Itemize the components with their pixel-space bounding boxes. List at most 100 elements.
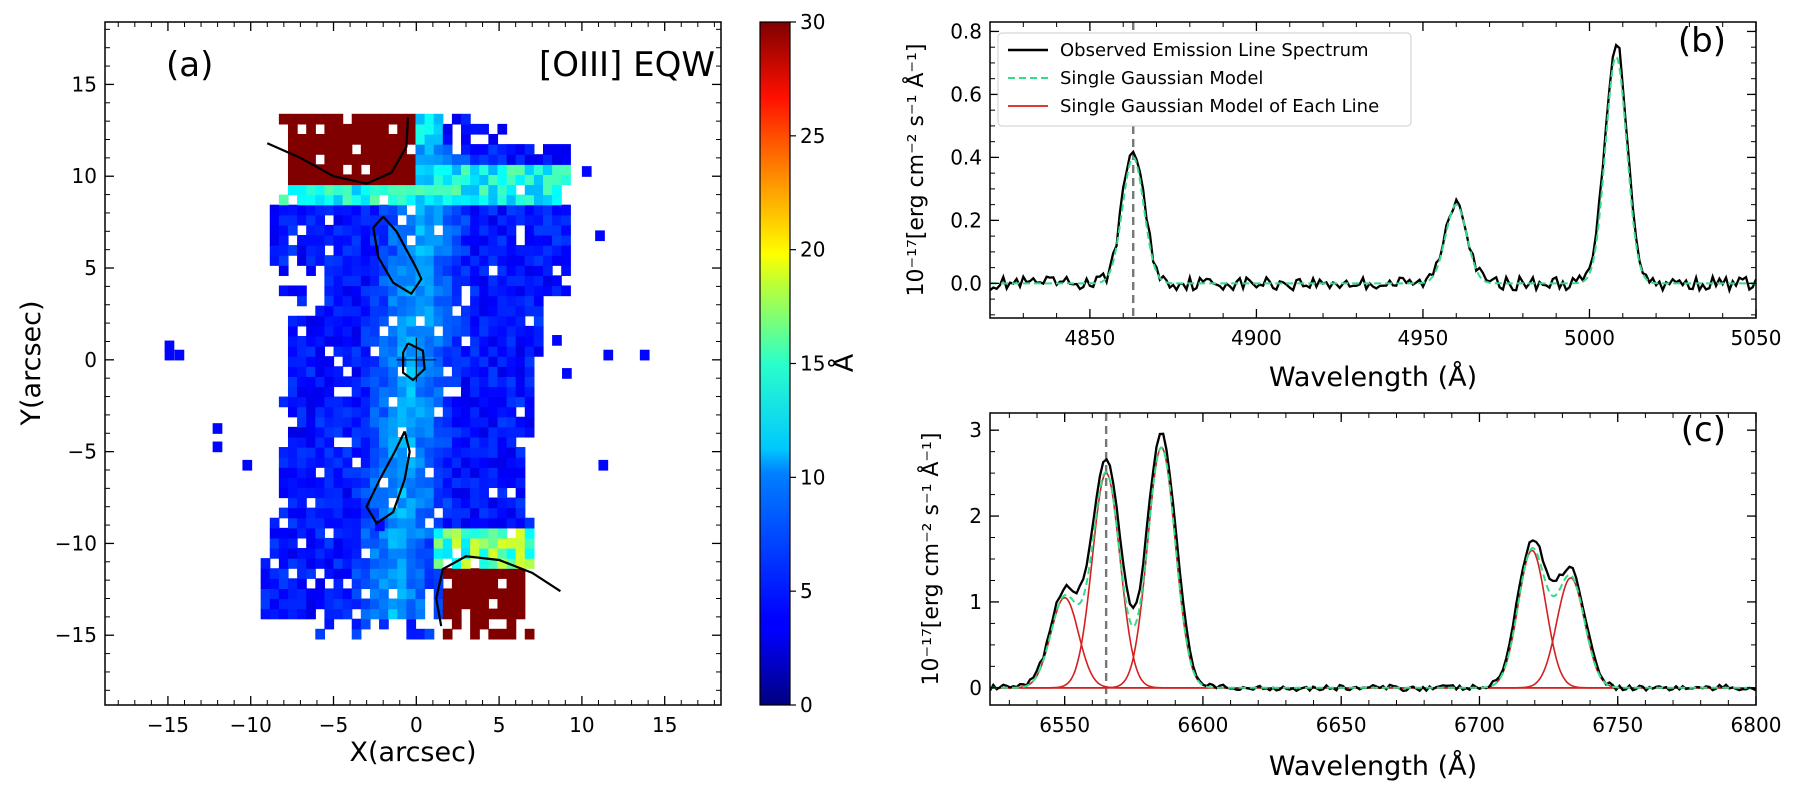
heatmap-cell — [406, 558, 417, 569]
heatmap-cell — [406, 194, 417, 206]
heatmap-cell — [442, 406, 453, 418]
heatmap-cell — [388, 477, 398, 489]
heatmap-cell — [542, 214, 553, 226]
y-tick-label: 5 — [84, 256, 97, 280]
heatmap-cell — [461, 184, 471, 196]
heatmap-cell — [315, 174, 326, 186]
panel-a-label: (a) — [166, 45, 213, 85]
heatmap-cell — [424, 154, 435, 165]
heatmap-cell — [397, 295, 407, 307]
heatmap-cell — [278, 214, 289, 226]
y-tick-label: −15 — [55, 623, 97, 647]
heatmap-cell — [287, 204, 298, 216]
heatmap-cell — [424, 366, 435, 377]
heatmap-cell — [506, 194, 517, 206]
heatmap-cell — [479, 174, 489, 186]
heatmap-cell — [269, 255, 280, 266]
heatmap-cell — [488, 255, 499, 266]
heatmap-cell — [297, 194, 307, 206]
heatmap-cell — [515, 194, 526, 206]
heatmap-cell — [287, 164, 298, 175]
heatmap-cell — [415, 325, 426, 337]
heatmap-cell — [479, 305, 489, 317]
heatmap-cell — [451, 396, 462, 408]
heatmap-cell — [488, 386, 499, 398]
heatmap-cell — [497, 396, 508, 408]
heatmap-cell — [351, 234, 362, 246]
heatmap-cell — [351, 436, 362, 448]
heatmap-cell — [324, 315, 335, 327]
heatmap-cell — [315, 436, 326, 448]
heatmap-cell — [470, 366, 480, 377]
heatmap-cell — [315, 346, 326, 357]
heatmap-cell — [433, 517, 444, 529]
heatmap-cell — [515, 154, 526, 165]
heatmap-cell — [515, 598, 526, 610]
heatmap-cell — [497, 517, 508, 529]
heatmap-cell — [433, 416, 444, 428]
heatmap-cell — [369, 608, 380, 620]
heatmap-cell — [306, 396, 316, 408]
heatmap-cell — [424, 386, 435, 398]
heatmap-cell — [488, 396, 499, 408]
heatmap-cell — [533, 295, 544, 307]
heatmap-cell — [506, 366, 517, 377]
heatmap-cell — [424, 295, 435, 307]
heatmap-cell — [433, 315, 444, 327]
heatmap-cell — [369, 133, 380, 145]
heatmap-cell — [324, 598, 335, 610]
heatmap-cell — [297, 386, 307, 398]
heatmap-cell — [269, 568, 280, 579]
heatmap-cell — [461, 224, 471, 236]
heatmap-cell — [451, 255, 462, 266]
heatmap-cell — [515, 204, 526, 216]
heatmap-cell — [342, 204, 353, 216]
heatmap-cell — [542, 184, 553, 196]
heatmap-cell — [297, 285, 307, 297]
heatmap-cell — [442, 436, 453, 448]
heatmap-cell — [524, 628, 535, 640]
heatmap-cell — [461, 487, 471, 499]
heatmap-cell — [461, 214, 471, 226]
heatmap-cell — [542, 245, 553, 256]
heatmap-cell — [479, 346, 489, 357]
heatmap-cell — [315, 194, 326, 206]
heatmap-cell — [479, 265, 489, 276]
heatmap-cell — [442, 396, 453, 408]
heatmap-cell — [488, 224, 499, 236]
heatmap-cell — [315, 133, 326, 145]
heatmap-cell — [433, 477, 444, 489]
heatmap-cell — [433, 245, 444, 256]
heatmap-cell — [287, 477, 298, 489]
heatmap-cell — [287, 558, 298, 569]
heatmap-cell — [333, 285, 344, 297]
heatmap-cell — [470, 497, 480, 509]
heatmap-cell — [524, 366, 535, 377]
heatmap-cell — [515, 517, 526, 529]
heatmap-cell — [269, 598, 280, 610]
heatmap-cell — [379, 396, 389, 408]
heatmap-cell — [497, 628, 508, 640]
heatmap-cell — [479, 184, 489, 196]
heatmap-cell — [451, 113, 462, 125]
y-tick-label: 2 — [969, 504, 982, 528]
heatmap-cell — [287, 537, 298, 549]
heatmap-cell — [397, 396, 407, 408]
heatmap-cell — [269, 517, 280, 529]
heatmap-cell — [451, 477, 462, 489]
heatmap-cell — [164, 349, 175, 361]
heatmap-cell — [388, 366, 398, 377]
heatmap-cell — [433, 154, 444, 165]
heatmap-cell — [488, 568, 499, 579]
heatmap-cell — [388, 245, 398, 256]
heatmap-cell — [533, 234, 544, 246]
heatmap-cell — [461, 255, 471, 266]
heatmap-cell — [278, 558, 289, 569]
heatmap-cell — [415, 356, 426, 367]
heatmap-cell — [287, 548, 298, 559]
heatmap-cell — [415, 537, 426, 549]
heatmap-cell — [369, 366, 380, 377]
heatmap-cell — [451, 608, 462, 620]
heatmap-cell — [598, 459, 609, 471]
heatmap-cell — [287, 346, 298, 357]
